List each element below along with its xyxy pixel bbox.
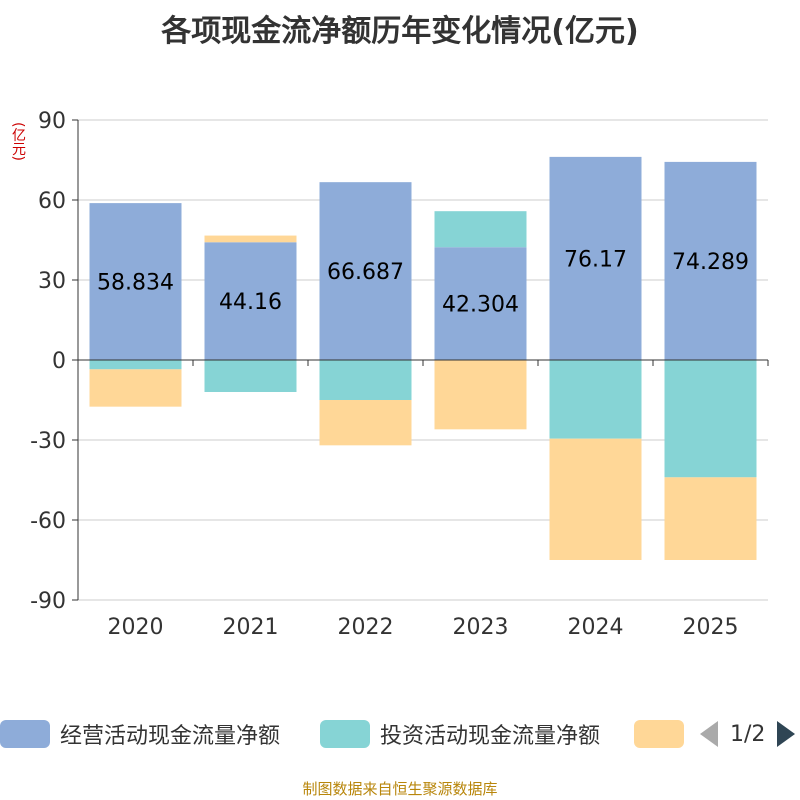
bar-2025-series-0 bbox=[664, 161, 757, 360]
legend-prev-icon[interactable] bbox=[700, 721, 718, 747]
y-tick-label: -60 bbox=[30, 509, 66, 534]
legend-next-icon[interactable] bbox=[777, 721, 796, 747]
bar-2021-series-0 bbox=[204, 242, 297, 360]
bar-2023-series-2 bbox=[434, 360, 527, 430]
y-tick-label: 30 bbox=[38, 269, 66, 294]
legend-item-operating[interactable]: 经营活动现金流量净额 bbox=[0, 716, 280, 752]
bar-2022-series-0 bbox=[319, 182, 412, 360]
y-axis-unit: (亿元) bbox=[10, 122, 26, 161]
data-label-2020: 58.834 bbox=[97, 271, 174, 296]
data-source-note: 制图数据来自恒生聚源数据库 bbox=[302, 780, 498, 798]
bar-2023-series-0 bbox=[434, 247, 527, 360]
bar-2024-series-1 bbox=[549, 360, 642, 439]
bar-2023-series-1 bbox=[434, 211, 527, 248]
legend-label-operating: 经营活动现金流量净额 bbox=[60, 724, 281, 749]
bar-2021-series-1 bbox=[204, 360, 297, 392]
x-tick-label-2023: 2023 bbox=[453, 615, 509, 640]
y-tick-label: 90 bbox=[38, 109, 66, 134]
x-tick-label-2024: 2024 bbox=[568, 615, 624, 640]
legend-page-indicator: 1/2 bbox=[730, 721, 766, 747]
y-tick-label: 60 bbox=[38, 189, 66, 214]
bar-2022-series-1 bbox=[319, 360, 412, 400]
stacked-bar-chart: 90 60 30 0 -30 -60 -90 58.834 2020 44.16 2021 66.68… bbox=[30, 109, 769, 640]
bar-2021-series-2 bbox=[204, 235, 297, 243]
data-label-2025: 74.289 bbox=[672, 250, 749, 275]
bar-2020-series-1 bbox=[89, 360, 182, 370]
bar-2024-series-0 bbox=[549, 156, 642, 360]
bar-2024-series-2 bbox=[549, 438, 642, 560]
legend-swatch-operating bbox=[0, 720, 50, 748]
bar-2020-series-2 bbox=[89, 369, 182, 407]
x-tick-label-2021: 2021 bbox=[223, 615, 279, 640]
bar-2022-series-2 bbox=[319, 400, 412, 446]
bar-2025-series-2 bbox=[664, 477, 757, 560]
x-tick-label-2020: 2020 bbox=[108, 615, 164, 640]
legend-item-investing[interactable]: 投资活动现金流量净额 bbox=[320, 716, 600, 752]
x-tick-label-2025: 2025 bbox=[683, 615, 739, 640]
legend-pager: 1/2 bbox=[700, 716, 796, 752]
bar-2025-series-1 bbox=[664, 360, 757, 478]
y-tick-label: -90 bbox=[30, 589, 66, 614]
legend: 经营活动现金流量净额 投资活动现金流量净额 bbox=[0, 716, 800, 756]
data-label-2023: 42.304 bbox=[442, 293, 519, 318]
legend-item-financing[interactable] bbox=[634, 716, 694, 752]
data-label-2021: 44.16 bbox=[219, 290, 282, 315]
data-label-2024: 76.17 bbox=[564, 247, 627, 272]
chart-title: 各项现金流净额历年变化情况(亿元) bbox=[161, 14, 639, 49]
legend-swatch-financing bbox=[634, 720, 684, 748]
bar-2020-series-0 bbox=[89, 203, 182, 360]
x-tick-label-2022: 2022 bbox=[338, 615, 394, 640]
y-tick-label: -30 bbox=[30, 429, 66, 454]
legend-swatch-investing bbox=[320, 720, 370, 748]
data-label-2022: 66.687 bbox=[327, 260, 404, 285]
legend-label-investing: 投资活动现金流量净额 bbox=[380, 724, 601, 749]
y-tick-label: 0 bbox=[52, 349, 66, 374]
